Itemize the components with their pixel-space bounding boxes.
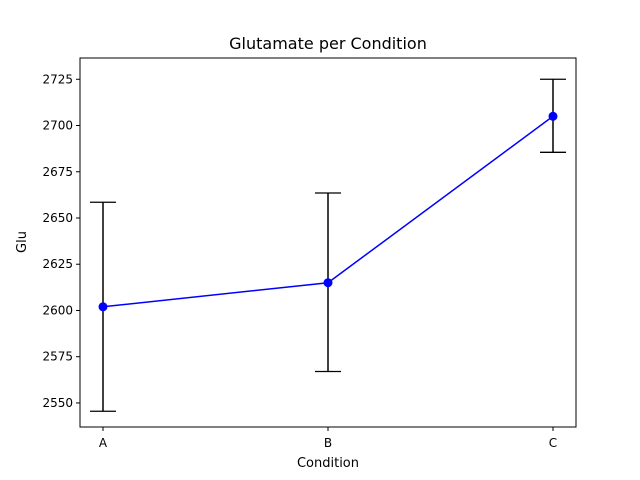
chart-title: Glutamate per Condition: [229, 34, 427, 53]
y-tick-label: 2625: [42, 257, 73, 271]
y-tick-label: 2700: [42, 119, 73, 133]
y-tick-label: 2725: [42, 72, 73, 86]
data-point: [98, 302, 108, 312]
x-tick-label: B: [324, 436, 332, 450]
error-bars: [90, 78, 566, 412]
x-axis: A B C: [99, 427, 557, 450]
y-tick-label: 2650: [42, 211, 73, 225]
data-point: [323, 278, 333, 288]
y-axis: 2550 2575 2600 2625 2650 2675 2700 2725: [42, 72, 80, 410]
x-tick-label: A: [99, 436, 108, 450]
y-tick-label: 2550: [42, 396, 73, 410]
x-axis-label: Condition: [297, 456, 359, 471]
y-tick-label: 2575: [42, 350, 73, 364]
y-tick-label: 2675: [42, 165, 73, 179]
x-tick-label: C: [549, 436, 557, 450]
data-point: [548, 111, 558, 121]
y-axis-label: Glu: [15, 231, 30, 253]
data-points: [98, 111, 558, 312]
y-tick-label: 2600: [42, 303, 73, 317]
